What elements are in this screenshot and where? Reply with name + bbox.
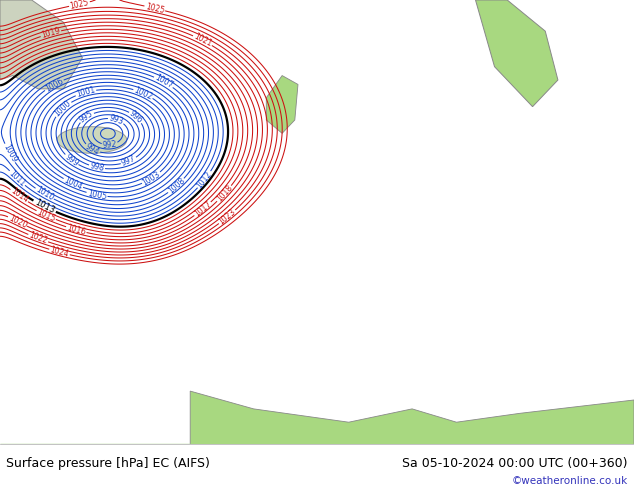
Text: 996: 996 [127, 109, 145, 125]
Text: 1019: 1019 [41, 26, 61, 40]
Text: 1025: 1025 [145, 2, 165, 15]
Text: 999: 999 [63, 152, 80, 168]
Polygon shape [57, 127, 127, 153]
Text: 1013: 1013 [33, 198, 56, 215]
Text: 1006: 1006 [43, 76, 65, 93]
Text: ©weatheronline.co.uk: ©weatheronline.co.uk [512, 476, 628, 487]
Text: 1024: 1024 [49, 245, 70, 259]
Text: 1010: 1010 [34, 185, 55, 203]
Text: 993: 993 [108, 113, 124, 126]
Text: 1002: 1002 [133, 85, 154, 101]
Text: 992: 992 [102, 140, 117, 150]
Text: 998: 998 [89, 161, 105, 173]
Text: Sa 05-10-2024 00:00 UTC (00+360): Sa 05-10-2024 00:00 UTC (00+360) [402, 457, 628, 470]
Text: 1014: 1014 [9, 187, 30, 205]
Polygon shape [0, 0, 82, 89]
Text: Surface pressure [hPa] EC (AIFS): Surface pressure [hPa] EC (AIFS) [6, 457, 210, 470]
Text: 1003: 1003 [141, 170, 162, 187]
Text: 1016: 1016 [66, 223, 87, 237]
Text: 1001: 1001 [75, 85, 96, 99]
Text: 1000: 1000 [53, 99, 73, 119]
Polygon shape [0, 444, 634, 453]
Polygon shape [190, 391, 634, 444]
Text: 994: 994 [84, 142, 101, 157]
Text: 1020: 1020 [7, 213, 28, 230]
Text: 1007: 1007 [153, 73, 174, 91]
Text: 1008: 1008 [166, 176, 186, 196]
Text: 1018: 1018 [215, 184, 234, 204]
Text: 1009: 1009 [1, 143, 18, 164]
Text: 1011: 1011 [7, 169, 27, 188]
Text: 1022: 1022 [28, 231, 49, 246]
Polygon shape [266, 75, 298, 133]
Text: 1012: 1012 [195, 170, 214, 190]
Text: 1023: 1023 [217, 207, 238, 226]
Text: 997: 997 [120, 154, 137, 168]
Text: 1004: 1004 [62, 175, 84, 192]
Text: 1017: 1017 [193, 199, 213, 219]
Text: 1025: 1025 [69, 0, 90, 11]
Text: 995: 995 [78, 109, 95, 125]
Text: 1015: 1015 [36, 207, 56, 223]
Polygon shape [476, 0, 558, 107]
Text: 1021: 1021 [192, 32, 213, 49]
Text: 1005: 1005 [87, 189, 107, 201]
